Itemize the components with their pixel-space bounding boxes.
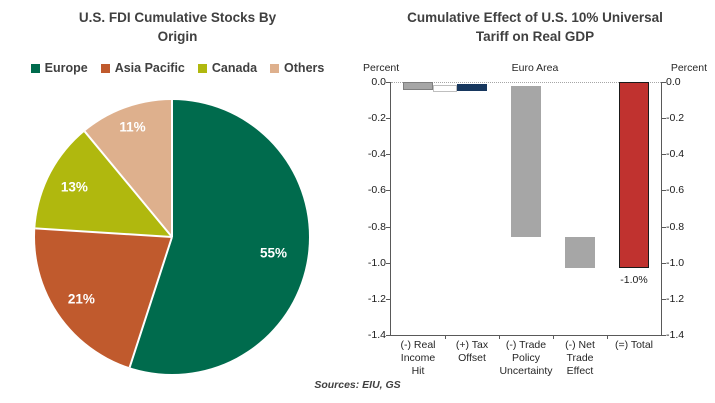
pie-slice-divider [83, 130, 173, 238]
y-axis-tick-mark-left [386, 226, 390, 228]
pie-slice-divider [128, 236, 173, 368]
y-axis-tick-label-left: -1.0 [367, 256, 386, 269]
x-axis-tick-mark [553, 335, 554, 339]
legend-item-others: Others [270, 61, 324, 75]
y-axis-tick-label-right: -1.4 [666, 329, 685, 341]
total-value-label: -1.0% [620, 274, 648, 287]
pie-slice-label: 13% [60, 179, 88, 195]
y-axis-tick-mark-left [386, 82, 390, 83]
waterfall-bar [565, 237, 595, 269]
pie-slice-label: 21% [67, 291, 95, 307]
legend-label-canada: Canada [211, 61, 258, 75]
y-axis-tick-mark-right [662, 226, 666, 228]
x-axis-category-label: (-) Real Income Hit [400, 339, 436, 378]
y-axis-tick-label-right: 0.0 [666, 76, 681, 88]
y-axis-tick-label-left: -0.6 [367, 184, 386, 197]
waterfall-plot-area: 0.0 0.0 -0.2 -0.2 -0.4 -0.4 -0.6 -0.6 -0.8 -0.8 -1… [368, 77, 684, 377]
legend-item-europe: Europe [30, 61, 88, 75]
waterfall-connector-bar [433, 85, 457, 93]
waterfall-chart-title-line2: Tariff on Real GDP [475, 28, 595, 44]
waterfall-bar [619, 82, 649, 269]
y-axis-tick-mark-right [662, 118, 666, 120]
legend-label-europe: Europe [44, 61, 88, 75]
x-axis-category-label: (=) Total [614, 339, 654, 351]
y-axis-tick-label-left: -1.4 [367, 329, 386, 341]
y-axis-tick-label-left: 0.0 [371, 76, 386, 88]
y-axis-tick-mark-left [386, 190, 390, 192]
pie-slice-label: 11% [119, 119, 146, 135]
waterfall-bar [457, 84, 487, 92]
legend-label-asia-pacific: Asia Pacific [114, 61, 185, 75]
legend-swatch-europe [30, 63, 40, 73]
legend-swatch-others [270, 63, 280, 73]
y-axis-tick-label-right: -1.0 [666, 256, 685, 269]
pie: 55% 21% 13% 11% [35, 100, 309, 374]
y-axis-tick-label-right: -1.2 [666, 292, 685, 305]
y-axis-tick-mark-left [386, 118, 390, 120]
y-axis-tick-mark-right [662, 335, 666, 336]
y-axis-tick-label-left: -0.8 [367, 220, 386, 233]
y-axis-tick-mark-right [662, 154, 666, 156]
y-axis-tick-label-right: -0.4 [666, 148, 685, 161]
legend-label-others: Others [284, 61, 325, 75]
y-axis-tick-mark-left [386, 154, 390, 156]
region-label: Euro Area [511, 62, 559, 74]
right-axis-unit-label: Percent [670, 62, 707, 74]
x-axis-category-label: (-) Net Trade Effect [565, 339, 595, 378]
y-axis-tick-label-right: -0.2 [666, 112, 685, 125]
y-axis-tick-mark-left [386, 335, 390, 336]
waterfall-chart-title-line1: Cumulative Effect of U.S. 10% Universal [407, 10, 663, 25]
pie-chart-title: U.S. FDI Cumulative Stocks By Origin [0, 9, 355, 47]
legend-item-asia-pacific: Asia Pacific [100, 61, 185, 75]
waterfall-bar [403, 82, 433, 91]
y-axis-tick-mark-right [662, 82, 666, 83]
y-axis-tick-mark-right [662, 298, 666, 300]
y-axis-tick-label-left: -0.2 [367, 112, 386, 125]
waterfall-chart-panel: Cumulative Effect of U.S. 10% Universal … [355, 0, 715, 403]
pie-chart-title-line2: Origin [157, 28, 198, 44]
y-axis-tick-label-right: -0.6 [666, 184, 685, 197]
x-axis-tick-mark [607, 335, 608, 339]
x-axis-tick-mark [445, 335, 446, 339]
y-axis-tick-mark-right [662, 190, 666, 192]
y-axis-tick-label-left: -1.2 [367, 292, 386, 305]
x-axis-category-label: (+) Tax Offset [455, 339, 489, 365]
pie-chart-panel: U.S. FDI Cumulative Stocks By Origin Eur… [0, 0, 355, 403]
y-axis-tick-mark-right [662, 262, 666, 264]
legend-item-canada: Canada [197, 61, 258, 75]
pie-slice-label: 55% [259, 245, 287, 261]
waterfall-chart-title: Cumulative Effect of U.S. 10% Universal … [355, 9, 715, 47]
waterfall-bar [511, 85, 541, 238]
zero-gridline [391, 82, 661, 83]
y-axis-tick-mark-left [386, 298, 390, 300]
pie-slice-divider [171, 100, 173, 237]
y-axis-tick-label-right: -0.8 [666, 220, 685, 233]
y-axis-tick-label-left: -0.4 [367, 148, 386, 161]
y-axis-tick-mark-left [386, 262, 390, 264]
pie-slice-divider [35, 227, 173, 238]
pie-legend: Europe Asia Pacific Canada Others [0, 61, 355, 75]
x-axis-tick-mark [499, 335, 500, 339]
x-axis-category-label: (-) Trade Policy Uncertainty [499, 339, 553, 378]
legend-swatch-asia-pacific [100, 63, 110, 73]
pie-chart-title-line1: U.S. FDI Cumulative Stocks By [78, 10, 277, 25]
left-axis-unit-label: Percent [363, 62, 400, 74]
legend-swatch-canada [197, 63, 207, 73]
source-note: Sources: EIU, GS [314, 379, 401, 391]
